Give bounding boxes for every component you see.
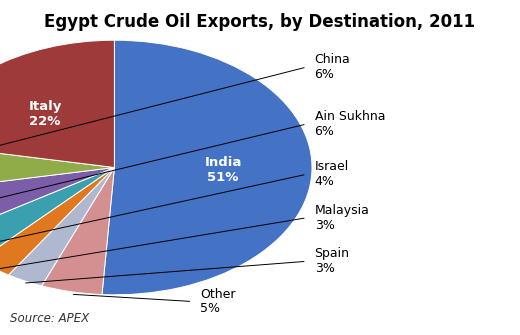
Text: Italy
22%: Italy 22% xyxy=(29,99,62,128)
Wedge shape xyxy=(0,168,114,275)
Wedge shape xyxy=(0,144,114,191)
Text: China
6%: China 6% xyxy=(315,53,350,81)
Wedge shape xyxy=(42,168,114,294)
Text: Other
5%: Other 5% xyxy=(200,287,236,316)
Text: India
51%: India 51% xyxy=(204,156,242,184)
Text: Egypt Crude Oil Exports, by Destination, 2011: Egypt Crude Oil Exports, by Destination,… xyxy=(44,13,476,31)
Wedge shape xyxy=(102,40,312,295)
Text: Source: APEX: Source: APEX xyxy=(10,312,89,325)
Wedge shape xyxy=(0,168,114,236)
Text: Malaysia
3%: Malaysia 3% xyxy=(315,204,370,232)
Text: Israel
4%: Israel 4% xyxy=(315,160,349,188)
Wedge shape xyxy=(0,168,114,260)
Wedge shape xyxy=(8,168,114,286)
Text: Ain Sukhna
6%: Ain Sukhna 6% xyxy=(315,110,385,138)
Wedge shape xyxy=(0,40,114,168)
Text: Spain
3%: Spain 3% xyxy=(315,247,349,275)
